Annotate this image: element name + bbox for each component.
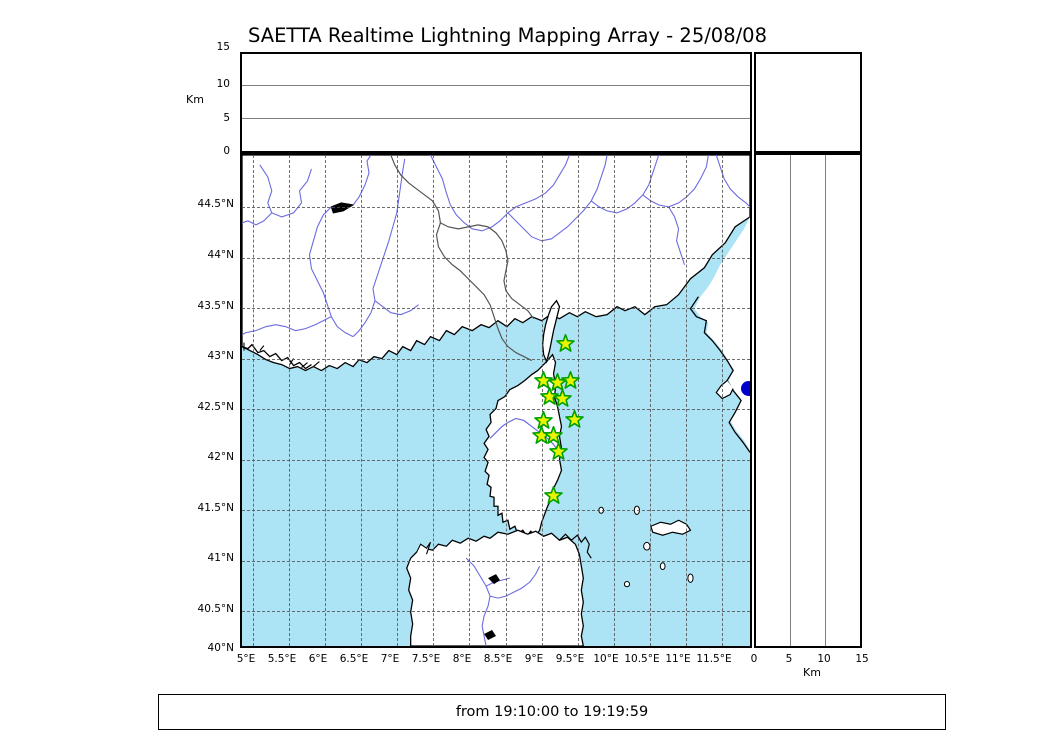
- map-xtick-10: 10°E: [593, 653, 619, 665]
- map-xtick-6: 6°E: [308, 653, 328, 665]
- top-panel-gridline-10: [242, 85, 750, 86]
- right-panel-xtick-5: 5: [785, 653, 793, 665]
- map-ytick-40: 40°N: [207, 642, 234, 654]
- map-ytick-44.5: 44.5°N: [197, 198, 234, 210]
- right-panel-xtick-15: 15: [855, 653, 869, 665]
- map-gridline-lat-41.5: [242, 510, 750, 511]
- top-panel-ytick-5: 5: [223, 112, 230, 124]
- right-projection-panel[interactable]: [754, 153, 862, 648]
- map-ytick-44: 44°N: [207, 249, 234, 261]
- right-panel-gridline-5: [790, 155, 791, 646]
- map-gridline-lat-44: [242, 257, 750, 259]
- map-xtick-10.5: 10.5°E: [624, 653, 660, 665]
- map-ytick-43.5: 43.5°N: [197, 300, 234, 312]
- map-gridline-lat-41: [242, 560, 750, 562]
- map-ytick-42.5: 42.5°N: [197, 401, 234, 413]
- lightning-star-marker: [544, 486, 564, 505]
- top-right-corner-panel[interactable]: [754, 52, 862, 153]
- map-xtick-11.5: 11.5°E: [696, 653, 732, 665]
- right-panel-xtick-10: 10: [817, 653, 831, 665]
- map-xtick-5.5: 5.5°E: [267, 653, 297, 665]
- map-gridline-lat-42.5: [242, 409, 750, 410]
- top-panel-ytick-15: 15: [216, 41, 230, 53]
- map-xtick-11: 11°E: [665, 653, 691, 665]
- map-gridline-lon-10: [613, 155, 615, 646]
- map-gridline-lat-42: [242, 459, 750, 461]
- top-panel-ytick-10: 10: [216, 78, 230, 90]
- station-blue-dot-marker: [741, 380, 750, 396]
- map-xtick-8: 8°E: [452, 653, 472, 665]
- map-panel[interactable]: [240, 153, 752, 648]
- lightning-star-marker: [565, 410, 585, 429]
- map-ytick-41: 41°N: [207, 552, 234, 564]
- map-gridline-lon-11: [686, 155, 687, 646]
- map-xtick-9.5: 9.5°E: [555, 653, 585, 665]
- lightning-star-marker: [553, 388, 572, 408]
- map-gridline-lat-43: [242, 358, 750, 360]
- map-xtick-5: 5°E: [236, 653, 256, 665]
- map-xtick-6.5: 6.5°E: [339, 653, 369, 665]
- map-gridline-lon-8.5: [505, 155, 507, 646]
- lightning-star-marker: [534, 370, 554, 390]
- right-panel-xtick-0: 0: [750, 653, 758, 665]
- top-panel-ylabel: Km: [186, 93, 204, 106]
- map-ytick-43: 43°N: [207, 350, 234, 362]
- lightning-star-marker: [556, 333, 575, 353]
- map-gridline-lon-8: [469, 155, 471, 646]
- map-gridline-lat-40.5: [242, 611, 750, 612]
- map-xtick-7.5: 7.5°E: [411, 653, 441, 665]
- top-projection-panel[interactable]: [240, 52, 752, 153]
- lightning-star-marker: [548, 372, 567, 392]
- map-xtick-8.5: 8.5°E: [483, 653, 513, 665]
- map-gridline-lon-6.5: [361, 155, 363, 646]
- map-xtick-9: 9°E: [524, 653, 544, 665]
- page-title: SAETTA Realtime Lightning Mapping Array …: [248, 24, 767, 47]
- lightning-star-marker: [561, 370, 580, 390]
- time-range-text: from 19:10:00 to 19:19:59: [455, 704, 649, 720]
- map-ytick-42: 42°N: [207, 451, 234, 463]
- lightning-star-marker: [540, 386, 560, 406]
- top-panel-ytick-0: 0: [223, 145, 230, 157]
- map-gridline-lon-6: [325, 155, 326, 646]
- time-range-status-box[interactable]: from 19:10:00 to 19:19:59: [158, 694, 946, 730]
- lightning-star-marker: [544, 426, 564, 445]
- map-gridline-lon-9.5: [577, 155, 579, 646]
- map-xtick-7: 7°E: [380, 653, 400, 665]
- map-gridline-lat-44.5: [242, 207, 750, 208]
- map-gridline-lon-11.5: [722, 155, 724, 646]
- lightning-star-marker: [533, 411, 553, 430]
- map-gridline-lat-43.5: [242, 308, 750, 309]
- map-geography: [242, 155, 750, 646]
- map-gridline-lon-10.5: [649, 155, 651, 646]
- map-gridline-lon-5: [252, 155, 254, 646]
- right-panel-gridline-10: [825, 155, 826, 646]
- map-ytick-41.5: 41.5°N: [197, 502, 234, 514]
- lightning-star-marker: [549, 442, 569, 461]
- map-gridline-lon-9: [541, 155, 543, 646]
- map-gridline-lon-5.5: [288, 155, 290, 646]
- map-gridline-lon-7.5: [433, 155, 435, 646]
- right-panel-xlabel: Km: [803, 666, 821, 679]
- map-clip-region: [242, 155, 750, 646]
- map-gridline-lon-7: [397, 155, 399, 646]
- map-ytick-40.5: 40.5°N: [197, 603, 234, 615]
- top-panel-gridline-5: [242, 118, 750, 119]
